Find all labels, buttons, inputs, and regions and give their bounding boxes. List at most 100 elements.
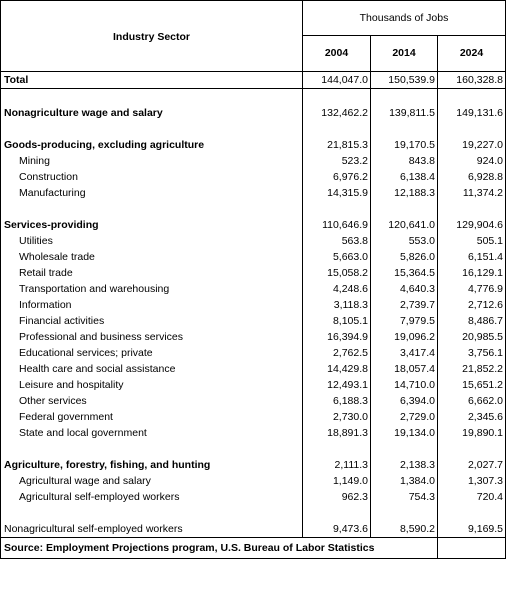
value-2024: 19,227.0: [436, 137, 506, 153]
value-2024: 129,904.6: [436, 217, 506, 233]
value-2004: 563.8: [302, 233, 371, 249]
value-2004: 2,111.3: [302, 457, 371, 473]
row-label: Agriculture, forestry, fishing, and hunt…: [0, 457, 303, 473]
value-2024: 8,486.7: [436, 313, 506, 329]
table-row-federal: Federal government 2,730.0 2,729.0 2,345…: [0, 409, 506, 425]
thousands-of-jobs-header: Thousands of Jobs: [301, 0, 506, 36]
row-label: Other services: [0, 393, 303, 409]
value-2024: 4,776.9: [436, 281, 506, 297]
table-row-agself: Agricultural self-employed workers 962.3…: [0, 489, 506, 505]
row-label: Health care and social assistance: [0, 361, 303, 377]
value-2004: 18,891.3: [302, 425, 371, 441]
value-2004: 16,394.9: [302, 329, 371, 345]
value-2004: 6,188.3: [302, 393, 371, 409]
value-2004: 110,646.9: [302, 217, 371, 233]
table-row-mining: Mining 523.2 843.8 924.0: [0, 153, 506, 169]
employment-projections-table: Industry Sector Thousands of Jobs 2004 2…: [0, 0, 506, 559]
source-row: Source: Employment Projections program, …: [0, 537, 506, 559]
value-2024: 160,328.8: [436, 71, 506, 89]
value-2004: 4,248.6: [302, 281, 371, 297]
row-label: Transportation and warehousing: [0, 281, 303, 297]
value-2014: 754.3: [370, 489, 438, 505]
value-2014: 3,417.4: [370, 345, 438, 361]
value-2004: 14,429.8: [302, 361, 371, 377]
spacer-row: [0, 441, 506, 457]
value-2014: 1,384.0: [370, 473, 438, 489]
value-2004: 523.2: [302, 153, 371, 169]
value-2004: 1,149.0: [302, 473, 371, 489]
spacer-row: [0, 121, 506, 137]
value-2004: 962.3: [302, 489, 371, 505]
table-row-services: Services-providing 110,646.9 120,641.0 1…: [0, 217, 506, 233]
value-2014: 150,539.9: [370, 71, 438, 89]
value-2014: 15,364.5: [370, 265, 438, 281]
table-row-nonagself: Nonagricultural self-employed workers 9,…: [0, 521, 506, 538]
row-label: Construction: [0, 169, 303, 185]
spacer-row: [0, 505, 506, 521]
table-row-information: Information 3,118.3 2,739.7 2,712.6: [0, 297, 506, 313]
row-label: Total: [0, 71, 303, 89]
value-2014: 12,188.3: [370, 185, 438, 201]
table-row-manufacturing: Manufacturing 14,315.9 12,188.3 11,374.2: [0, 185, 506, 201]
table-row-financial: Financial activities 8,105.1 7,979.5 8,4…: [0, 313, 506, 329]
row-label: Nonagricultural self-employed workers: [0, 521, 303, 538]
source-empty-cell: [436, 537, 506, 559]
value-2004: 14,315.9: [302, 185, 371, 201]
row-label: Nonagriculture wage and salary: [0, 105, 303, 121]
value-2024: 2,027.7: [436, 457, 506, 473]
table-row-agwage: Agricultural wage and salary 1,149.0 1,3…: [0, 473, 506, 489]
value-2014: 18,057.4: [370, 361, 438, 377]
table-row-construction: Construction 6,976.2 6,138.4 6,928.8: [0, 169, 506, 185]
value-2014: 139,811.5: [370, 105, 438, 121]
value-2024: 6,928.8: [436, 169, 506, 185]
industry-sector-header: Industry Sector: [0, 0, 303, 72]
value-2004: 12,493.1: [302, 377, 371, 393]
row-label: Wholesale trade: [0, 249, 303, 265]
row-label: Retail trade: [0, 265, 303, 281]
value-2024: 21,852.2: [436, 361, 506, 377]
value-2014: 8,590.2: [370, 521, 438, 538]
value-2014: 19,096.2: [370, 329, 438, 345]
table-row-goods: Goods-producing, excluding agriculture 2…: [0, 137, 506, 153]
value-2024: 2,712.6: [436, 297, 506, 313]
year-header-2024: 2024: [436, 34, 506, 73]
value-2014: 6,394.0: [370, 393, 438, 409]
row-label: Federal government: [0, 409, 303, 425]
row-label: Educational services; private: [0, 345, 303, 361]
table-row-other: Other services 6,188.3 6,394.0 6,662.0: [0, 393, 506, 409]
row-label: Information: [0, 297, 303, 313]
table-row-total: Total 144,047.0 150,539.9 160,328.8: [0, 71, 506, 89]
table-row-statelocal: State and local government 18,891.3 19,1…: [0, 425, 506, 441]
year-header-2014: 2014: [370, 34, 438, 73]
value-2014: 843.8: [370, 153, 438, 169]
value-2004: 3,118.3: [302, 297, 371, 313]
row-label: Agricultural self-employed workers: [0, 489, 303, 505]
table-row-health: Health care and social assistance 14,429…: [0, 361, 506, 377]
row-label: State and local government: [0, 425, 303, 441]
value-2004: 9,473.6: [302, 521, 371, 538]
value-2024: 720.4: [436, 489, 506, 505]
value-2024: 6,151.4: [436, 249, 506, 265]
table-row-professional: Professional and business services 16,39…: [0, 329, 506, 345]
year-header-2004: 2004: [302, 34, 371, 73]
row-label: Utilities: [0, 233, 303, 249]
table-row-leisure: Leisure and hospitality 12,493.1 14,710.…: [0, 377, 506, 393]
value-2004: 6,976.2: [302, 169, 371, 185]
value-2004: 144,047.0: [302, 71, 371, 89]
source-note: Source: Employment Projections program, …: [0, 537, 438, 559]
row-label: Services-providing: [0, 217, 303, 233]
value-2024: 505.1: [436, 233, 506, 249]
value-2014: 553.0: [370, 233, 438, 249]
table-row-agriculture: Agriculture, forestry, fishing, and hunt…: [0, 457, 506, 473]
value-2014: 2,729.0: [370, 409, 438, 425]
row-label: Financial activities: [0, 313, 303, 329]
value-2014: 120,641.0: [370, 217, 438, 233]
value-2024: 9,169.5: [436, 521, 506, 538]
value-2024: 1,307.3: [436, 473, 506, 489]
value-2004: 2,762.5: [302, 345, 371, 361]
value-2014: 14,710.0: [370, 377, 438, 393]
value-2004: 21,815.3: [302, 137, 371, 153]
row-label: Professional and business services: [0, 329, 303, 345]
value-2024: 11,374.2: [436, 185, 506, 201]
table-row-nonag: Nonagriculture wage and salary 132,462.2…: [0, 105, 506, 121]
